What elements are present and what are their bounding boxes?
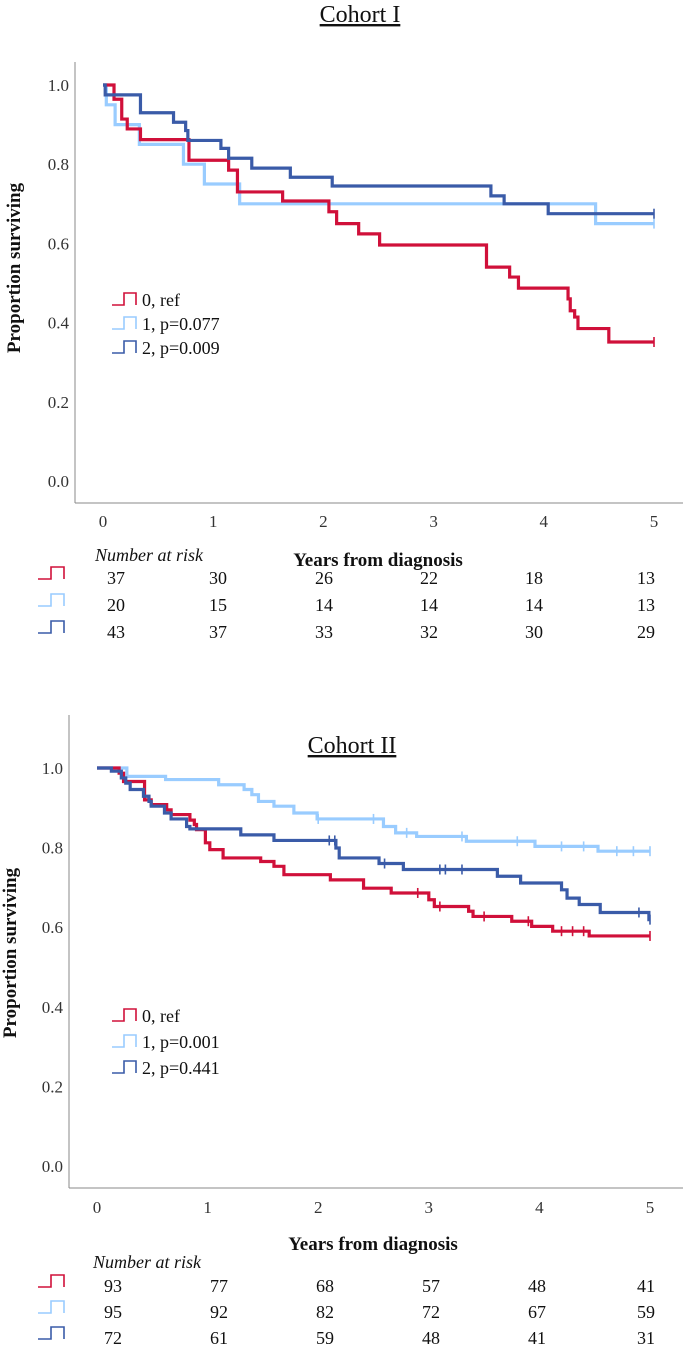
risk-row-step-icon [38,566,65,580]
legend-step-icon [112,1060,137,1074]
survival-curve-2 [97,766,651,922]
chart-title: Cohort I [320,2,401,28]
x-tick-label: 1 [209,512,218,531]
risk-count: 18 [525,568,543,588]
risk-count: 30 [209,568,227,588]
x-tick-label: 0 [93,1198,102,1217]
x-tick-label: 3 [429,512,438,531]
risk-count: 31 [637,1328,655,1347]
risk-count: 92 [210,1302,228,1322]
x-tick-label: 1 [203,1198,212,1217]
x-tick-label: 3 [425,1198,434,1217]
x-tick-label: 0 [99,512,108,531]
x-axis-label: Years from diagnosis [288,1234,458,1255]
risk-count: 22 [420,568,438,588]
risk-count: 68 [316,1276,334,1296]
risk-count: 29 [637,622,655,642]
y-tick-label: 0.4 [42,998,64,1017]
y-tick-label: 0.4 [48,314,70,333]
risk-count: 43 [107,622,125,642]
risk-count: 82 [316,1302,334,1322]
risk-count: 95 [104,1302,122,1322]
risk-count: 72 [104,1328,122,1347]
x-axis-label: Years from diagnosis [293,550,463,571]
risk-count: 37 [107,568,125,588]
risk-row-step-icon [38,620,65,634]
legend-entry: 0, ref [142,1006,180,1026]
x-tick-label: 5 [646,1198,655,1217]
y-tick-label: 0.2 [42,1077,63,1096]
risk-count: 13 [637,568,655,588]
legend-step-icon [112,316,137,330]
y-tick-label: 0.8 [42,839,63,858]
y-axis-label: Proportion surviving [4,182,25,353]
risk-count: 93 [104,1276,122,1296]
survival-curve-1 [103,83,654,226]
risk-count: 77 [210,1276,228,1296]
chart-cohort-2: Cohort II Proportion surviving Years fro… [0,715,683,1348]
legend-entry: 1, p=0.001 [142,1032,220,1052]
legend-entry: 1, p=0.077 [142,314,220,334]
y-axis-label: Proportion surviving [0,867,21,1038]
survival-curve-2 [103,83,654,216]
risk-count: 67 [528,1302,546,1322]
risk-count: 14 [315,595,333,615]
risk-count: 61 [210,1328,228,1347]
risk-count: 41 [528,1328,546,1347]
risk-count: 37 [209,622,227,642]
chart-title: Cohort II [308,733,397,759]
risk-count: 20 [107,595,125,615]
risk-count: 14 [525,595,543,615]
risk-count: 48 [528,1276,546,1296]
survival-curve-1 [97,766,650,853]
risk-row-step-icon [38,1300,65,1314]
legend-step-icon [112,1034,137,1048]
legend-entry: 2, p=0.441 [142,1058,220,1078]
legend-step-icon [112,292,137,306]
y-tick-label: 1.0 [42,759,63,778]
legend-step-icon [112,1008,137,1022]
risk-count: 30 [525,622,543,642]
x-tick-label: 2 [314,1198,323,1217]
y-tick-label: 0.2 [48,393,69,412]
risk-row-step-icon [38,593,65,607]
risk-count: 15 [209,595,227,615]
y-tick-label: 0.8 [48,155,69,174]
risk-count: 59 [637,1302,655,1322]
legend-entry: 2, p=0.009 [142,338,220,358]
legend-step-icon [112,340,137,354]
x-tick-label: 2 [319,512,328,531]
risk-row-step-icon [38,1274,65,1288]
risk-count: 33 [315,622,333,642]
y-tick-label: 1.0 [48,76,69,95]
survival-curve-0 [103,83,654,344]
risk-count: 26 [315,568,333,588]
x-tick-label: 4 [535,1198,544,1217]
risk-count: 32 [420,622,438,642]
risk-count: 48 [422,1328,440,1347]
chart-cohort-1: Cohort I Proportion surviving Years from… [4,2,683,642]
risk-count: 72 [422,1302,440,1322]
y-tick-label: 0.0 [48,472,69,491]
risk-count: 14 [420,595,438,615]
risk-count: 57 [422,1276,440,1296]
y-tick-label: 0.6 [42,918,63,937]
number-at-risk-label: Number at risk [92,1252,202,1272]
x-tick-label: 4 [540,512,549,531]
x-tick-label: 5 [650,512,659,531]
risk-count: 41 [637,1276,655,1296]
risk-row-step-icon [38,1326,65,1340]
number-at-risk-label: Number at risk [94,545,204,565]
legend-entry: 0, ref [142,290,180,310]
risk-count: 13 [637,595,655,615]
risk-count: 59 [316,1328,334,1347]
y-tick-label: 0.6 [48,234,69,253]
y-tick-label: 0.0 [42,1157,63,1176]
survival-curve-0 [97,766,650,938]
